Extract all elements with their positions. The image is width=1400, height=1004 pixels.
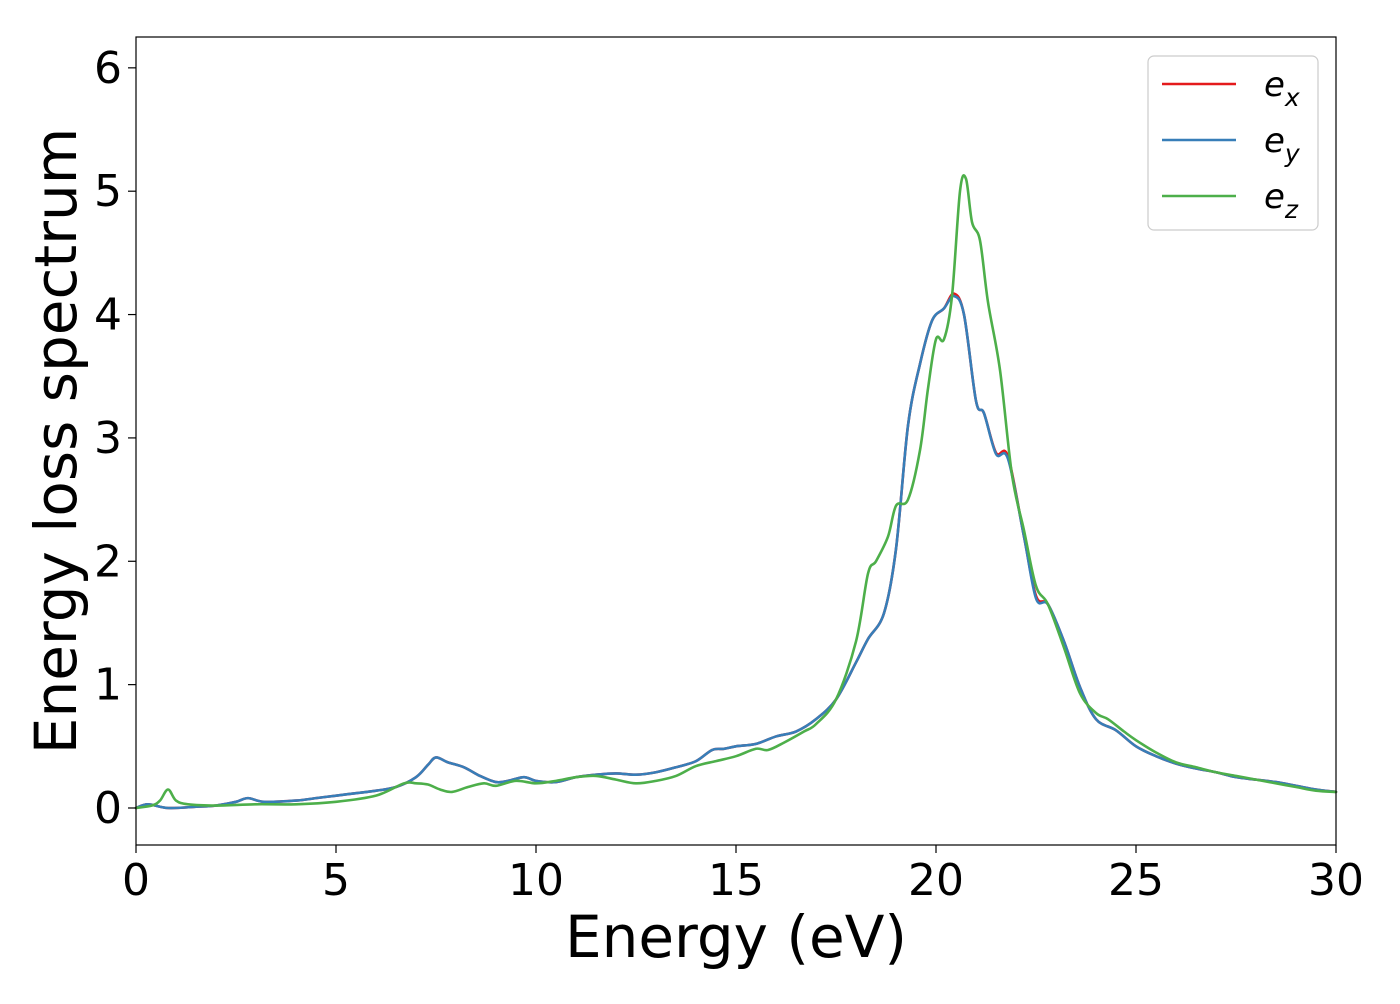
x-tick-label: 0 — [122, 855, 150, 906]
y-tick-label: 0 — [94, 783, 122, 834]
plot-background — [136, 37, 1336, 845]
series-line-ey — [134, 294, 1338, 810]
y-tick-label: 1 — [94, 660, 122, 711]
x-tick-label: 5 — [322, 855, 350, 906]
y-tick-label: 2 — [94, 536, 122, 587]
legend-label-ez: ez — [1264, 177, 1299, 224]
legend-label-subscript: x — [1284, 83, 1300, 112]
legend-label-ey: ey — [1264, 121, 1301, 168]
legend-label-subscript: z — [1284, 195, 1299, 224]
x-axis-label: Energy (eV) — [565, 903, 907, 971]
x-axis-ticks: 0 5 10 15 20 25 30 — [122, 845, 1364, 906]
x-tick-label: 30 — [1308, 855, 1364, 906]
y-axis-label: Energy loss spectrum — [22, 128, 90, 754]
legend-label-ex: ex — [1264, 65, 1300, 112]
series-layer — [134, 174, 1338, 810]
x-tick-label: 10 — [508, 855, 564, 906]
y-tick-label: 4 — [94, 290, 122, 341]
y-axis-ticks: 0 1 2 3 4 5 6 — [94, 43, 136, 834]
x-tick-label: 25 — [1108, 855, 1164, 906]
series-line-ez — [134, 174, 1338, 810]
legend-label-base: e — [1264, 121, 1285, 161]
legend-box — [1147, 55, 1319, 231]
y-tick-label: 3 — [94, 413, 122, 464]
legend-label-subscript: y — [1284, 139, 1301, 168]
x-tick-label: 20 — [908, 855, 964, 906]
y-tick-label: 5 — [94, 166, 122, 217]
x-tick-label: 15 — [708, 855, 764, 906]
y-tick-label: 6 — [94, 43, 122, 94]
legend-label-base: e — [1264, 177, 1285, 217]
legend-label-base: e — [1264, 65, 1285, 105]
